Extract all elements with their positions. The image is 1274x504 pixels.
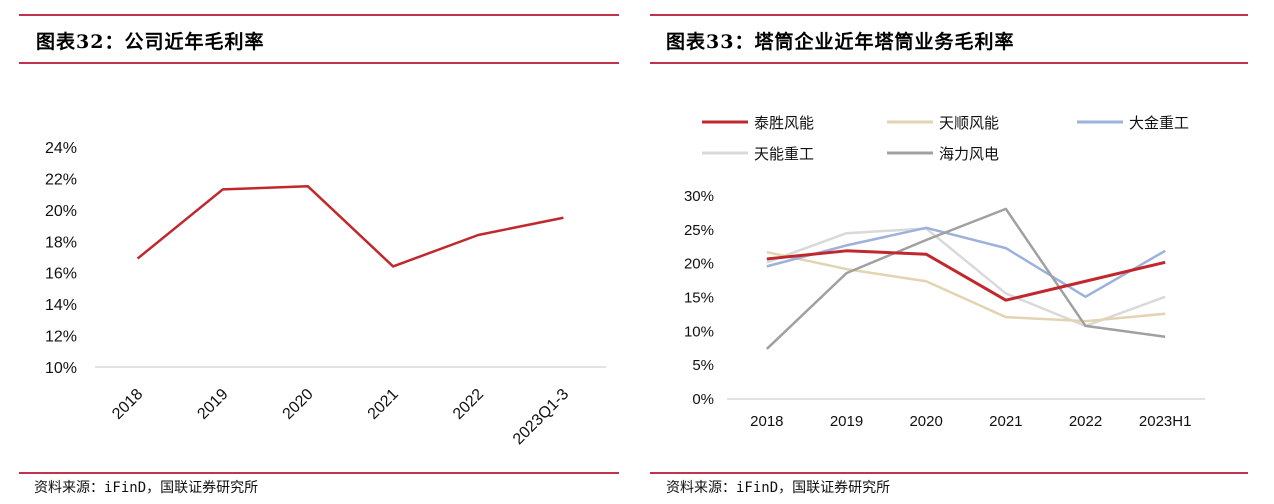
series-line-3	[766, 226, 1166, 299]
legend-label: 泰胜风能	[754, 114, 814, 132]
y-tick-label: 30%	[684, 188, 714, 205]
y-tick-label: 15%	[684, 290, 714, 307]
gross-margin-chart: 10% 12% 14% 16% 18% 20% 22% 24% 2018 2019 2020 2021…	[45, 140, 606, 448]
legend-label: 天能重工	[754, 145, 814, 163]
x-tick-label: 2019	[830, 413, 863, 430]
title-rule	[19, 62, 619, 64]
y-tick-label: 20%	[45, 203, 77, 220]
top-rule	[19, 14, 619, 16]
y-tick-label: 10%	[45, 360, 77, 377]
y-tick-label: 14%	[45, 297, 77, 314]
x-tick-label: 2021	[989, 413, 1022, 430]
title-rule	[650, 62, 1248, 64]
y-tick-label: 0%	[692, 391, 714, 408]
y-tick-label: 24%	[45, 140, 77, 157]
y-tick-label: 18%	[45, 234, 77, 251]
legend-item: 天顺风能	[887, 114, 999, 132]
x-tick-label: 2021	[365, 386, 402, 423]
y-tick-label: 16%	[45, 266, 77, 283]
chart-title: 图表33：塔筒企业近年塔筒业务毛利率	[666, 31, 1015, 53]
x-tick-label: 2018	[109, 386, 146, 423]
chart-title: 图表32：公司近年毛利率	[36, 31, 265, 53]
tower-margin-chart: 0% 5% 10% 15% 20% 25% 30% 2018 2019 2020 2021 2022 2…	[684, 114, 1205, 430]
series-line-2	[766, 250, 1166, 323]
legend-item: 天能重工	[702, 145, 814, 163]
legend-item: 海力风电	[887, 145, 999, 163]
x-tick-label: 2020	[909, 413, 942, 430]
x-tick-label: 2022	[450, 386, 487, 423]
y-tick-label: 5%	[692, 357, 714, 374]
source-note: 资料来源：iFinD，国联证券研究所	[666, 480, 891, 496]
series-line-5	[765, 207, 1166, 350]
y-tick-label: 25%	[684, 222, 714, 239]
bottom-rule	[650, 472, 1248, 474]
x-tick-label: 2019	[194, 386, 231, 423]
x-tick-label: 2022	[1069, 413, 1102, 430]
right-panel: 图表33：塔筒企业近年塔筒业务毛利率 0% 5% 10% 15% 20% 25% 30% 20…	[637, 0, 1274, 504]
x-tick-label: 2023H1	[1139, 413, 1192, 430]
series-line-gross-margin	[136, 185, 564, 268]
legend-label: 天顺风能	[939, 114, 999, 132]
legend-label: 海力风电	[939, 145, 999, 163]
y-tick-label: 20%	[684, 256, 714, 273]
legend-label: 大金重工	[1129, 114, 1189, 132]
y-tick-label: 12%	[45, 329, 77, 346]
x-tick-label: 2018	[750, 413, 783, 430]
x-tick-label: 2020	[280, 386, 317, 423]
left-panel: 图表32：公司近年毛利率 10% 12% 14% 16% 18% 20% 22% 24% 201…	[19, 14, 619, 496]
y-tick-label: 10%	[684, 323, 714, 340]
legend-item: 泰胜风能	[702, 114, 814, 132]
top-rule	[650, 14, 1248, 16]
bottom-rule	[19, 472, 619, 474]
source-note: 资料来源：iFinD，国联证券研究所	[34, 480, 259, 496]
y-tick-label: 22%	[45, 171, 77, 188]
series-line-1	[766, 249, 1166, 302]
x-tick-label: 2023Q1-3	[510, 386, 572, 448]
legend-item: 大金重工	[1077, 114, 1189, 132]
